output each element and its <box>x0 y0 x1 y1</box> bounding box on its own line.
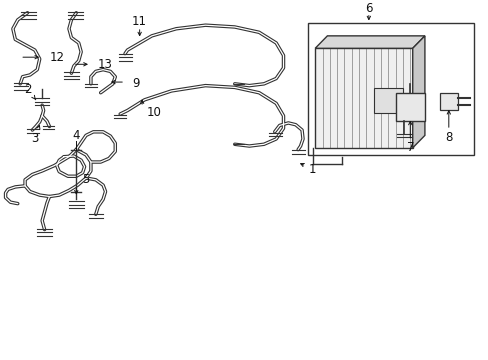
Polygon shape <box>315 36 424 48</box>
Bar <box>307 23 473 155</box>
Text: 7: 7 <box>406 141 413 154</box>
Text: 12: 12 <box>49 51 64 64</box>
Bar <box>439 93 457 111</box>
Bar <box>395 93 424 121</box>
Text: 4: 4 <box>72 129 80 142</box>
Bar <box>373 88 402 113</box>
Text: 3: 3 <box>31 126 40 145</box>
Text: 1: 1 <box>300 163 316 176</box>
Text: 13: 13 <box>98 58 113 71</box>
Text: 6: 6 <box>365 2 372 15</box>
Bar <box>315 48 412 148</box>
Text: 8: 8 <box>444 131 451 144</box>
Polygon shape <box>412 36 424 148</box>
Text: 10: 10 <box>146 106 162 119</box>
Text: 9: 9 <box>132 77 140 90</box>
Text: 2: 2 <box>24 83 36 100</box>
Text: 5: 5 <box>82 173 89 186</box>
Text: 11: 11 <box>132 15 147 28</box>
